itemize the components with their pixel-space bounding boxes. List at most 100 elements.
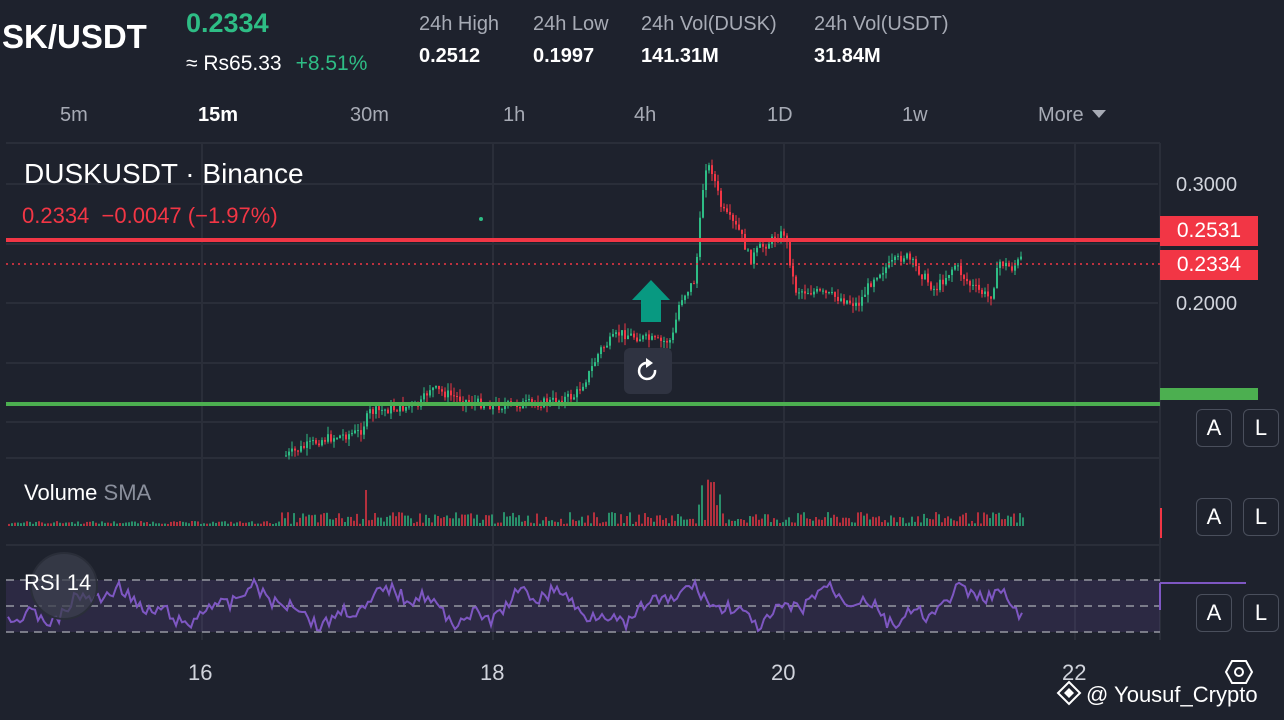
volume-bar <box>491 514 493 526</box>
stat-high-value: 0.2512 <box>419 45 481 67</box>
auto-scale-button[interactable]: A <box>1196 409 1232 447</box>
volume-bar <box>173 521 175 526</box>
volume-bar <box>896 522 898 526</box>
stat-vol-dusk-value: 141.31M <box>641 45 719 67</box>
volume-bar <box>107 522 109 526</box>
candle-body <box>372 409 374 414</box>
volume-bar <box>701 485 703 526</box>
chart-title: DUSKUSDT · Binance <box>24 158 304 189</box>
volume-bar <box>905 523 907 526</box>
volume-bar <box>872 516 874 526</box>
candle-body <box>885 267 887 274</box>
interval-4h[interactable]: 4h <box>634 104 657 126</box>
volume-bar <box>245 522 247 526</box>
volume-bar <box>875 517 877 526</box>
candle-body <box>678 304 680 320</box>
resistance-price-tag: 0.2531 <box>1160 216 1258 246</box>
volume-bar <box>788 517 790 526</box>
volume-bar <box>395 516 397 526</box>
candle-body <box>636 337 638 342</box>
candle-body <box>315 440 317 444</box>
candle-body <box>696 256 698 284</box>
volume-bar <box>620 514 622 526</box>
interval-30m[interactable]: 30m <box>350 104 389 126</box>
volume-bar <box>314 514 316 526</box>
volume-bar <box>29 521 31 526</box>
volume-bar <box>746 522 748 526</box>
candle-body <box>897 255 899 257</box>
auto-scale-button[interactable]: A <box>1196 594 1232 632</box>
volume-bar <box>548 520 550 526</box>
volume-bar <box>668 523 670 526</box>
auto-scale-button[interactable]: A <box>1196 498 1232 536</box>
change-percent: +8.51% <box>295 52 368 75</box>
volume-bar <box>317 522 319 526</box>
candle-body <box>915 259 917 267</box>
volume-bar <box>209 523 211 526</box>
candle-body <box>567 393 569 397</box>
volume-bar <box>566 523 568 526</box>
settings-icon[interactable] <box>1224 660 1254 684</box>
interval-5m[interactable]: 5m <box>60 104 88 126</box>
volume-bar <box>146 522 148 526</box>
approx-price: ≈ Rs65.33 +8.51% <box>186 52 367 76</box>
candle-body <box>330 434 332 442</box>
candle-body <box>384 409 386 411</box>
volume-bar <box>488 515 490 526</box>
candle-body <box>693 283 695 285</box>
undo-button[interactable] <box>624 348 672 394</box>
candle-body <box>852 303 854 306</box>
volume-bar <box>938 514 940 526</box>
volume-bar <box>707 479 709 526</box>
volume-bar <box>824 517 826 526</box>
interval-15m[interactable]: 15m <box>198 104 239 126</box>
volume-bar <box>242 522 244 526</box>
candle-body <box>891 260 893 262</box>
volume-bar <box>755 514 757 526</box>
candle-body <box>366 413 368 427</box>
volume-bar <box>530 522 532 526</box>
candle-body <box>390 405 392 414</box>
volume-bar <box>479 522 481 526</box>
candle-body <box>843 298 845 304</box>
candle-body <box>726 208 728 213</box>
volume-bar <box>965 512 967 526</box>
log-scale-button[interactable]: L <box>1243 409 1279 447</box>
interval-1h[interactable]: 1h <box>503 104 526 126</box>
volume-bar <box>230 521 232 526</box>
volume-bar <box>911 516 913 526</box>
candle-body <box>501 409 503 411</box>
log-scale-button[interactable]: L <box>1243 498 1279 536</box>
volume-bar <box>80 523 82 526</box>
volume-bar <box>302 513 304 526</box>
volume-bar <box>782 522 784 526</box>
log-scale-button[interactable]: L <box>1243 594 1279 632</box>
rsi-line <box>7 576 1023 633</box>
volume-bar <box>359 523 361 526</box>
volume-bar <box>134 521 136 526</box>
volume-bar <box>647 517 649 526</box>
volume-bar <box>44 523 46 526</box>
candle-body <box>873 279 875 287</box>
volume-bar <box>923 513 925 526</box>
volume-bar <box>383 521 385 526</box>
candle-body <box>642 335 644 340</box>
interval-1d[interactable]: 1D <box>767 104 793 126</box>
volume-bar <box>182 521 184 526</box>
candle-body <box>870 283 872 287</box>
volume-bar <box>137 523 139 526</box>
candle-body <box>717 181 719 191</box>
volume-bar <box>629 512 631 526</box>
volume-bar <box>743 520 745 526</box>
volume-bar <box>959 516 961 526</box>
volume-bar <box>251 521 253 526</box>
volume-bar <box>122 523 124 526</box>
volume-bar <box>140 521 142 526</box>
candle-body <box>966 278 968 282</box>
volume-bar <box>218 521 220 526</box>
rsi-panel <box>6 576 1246 633</box>
interval-1w[interactable]: 1w <box>902 104 928 126</box>
volume-bar <box>989 518 991 526</box>
interval-more[interactable]: More <box>1038 104 1106 127</box>
